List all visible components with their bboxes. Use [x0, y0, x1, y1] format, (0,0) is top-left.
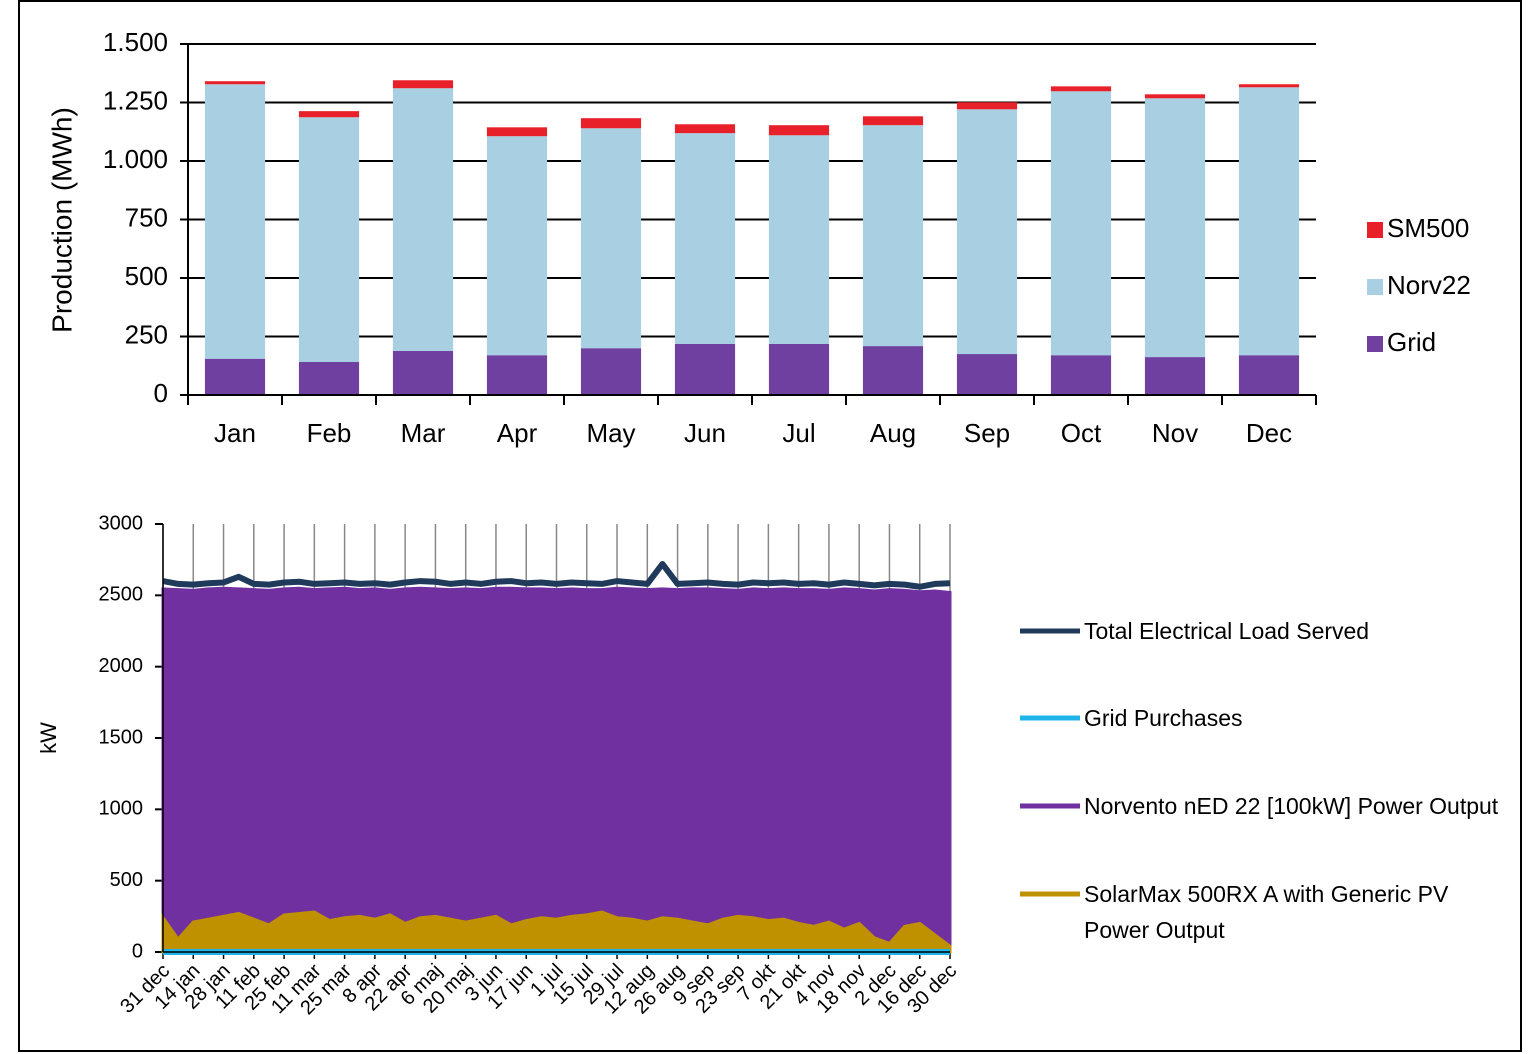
y-tick-label: 1.500	[103, 27, 168, 57]
bar-segment	[862, 125, 924, 347]
y-tick-label: 2000	[99, 655, 144, 677]
y-axis-label: kW	[36, 722, 61, 754]
bar-segment	[298, 362, 360, 395]
bar-segment	[392, 351, 454, 395]
legend-swatch	[1367, 336, 1383, 352]
y-tick-label: 750	[125, 202, 168, 232]
bar-segment	[674, 133, 736, 344]
bar-segment	[1238, 355, 1300, 395]
x-tick-label: Oct	[1061, 418, 1102, 448]
bar-segment	[298, 111, 360, 118]
bar-segment	[580, 348, 642, 395]
bar-segment	[486, 127, 548, 137]
bar-segment	[862, 116, 924, 126]
bar-segment	[1238, 87, 1300, 356]
legend-label: Norvento nED 22 [100kW] Power Output	[1084, 793, 1499, 819]
bar-segment	[956, 109, 1018, 355]
bar-segment	[1050, 86, 1112, 92]
legend-label: SM500	[1387, 213, 1469, 243]
legend-swatch	[1367, 222, 1383, 238]
x-tick-label: Sep	[964, 418, 1010, 448]
y-tick-label: 500	[110, 869, 143, 891]
y-tick-label: 1.250	[103, 85, 168, 115]
x-tick-label: Apr	[497, 418, 538, 448]
x-tick-label: Jan	[214, 418, 256, 448]
y-tick-label: 500	[125, 261, 168, 291]
bar-segment	[1144, 357, 1206, 395]
y-tick-label: 1000	[99, 798, 144, 820]
bar-segment	[392, 80, 454, 89]
bar-segment	[674, 124, 736, 134]
bar-segment	[1050, 91, 1112, 356]
y-tick-label: 3000	[99, 512, 144, 534]
bar-segment	[486, 136, 548, 356]
area	[161, 910, 952, 954]
bar-segment	[674, 343, 736, 395]
y-tick-label: 0	[154, 378, 168, 408]
x-tick-label: Feb	[307, 418, 352, 448]
legend-swatch	[1367, 279, 1383, 295]
legend-label: SolarMax 500RX A with Generic PV Power O…	[1084, 881, 1449, 943]
bar-segment	[1238, 84, 1300, 88]
frame	[18, 0, 1522, 1052]
x-tick-label: Aug	[870, 418, 916, 448]
x-tick-label: Mar	[401, 418, 446, 448]
bar-segment	[392, 88, 454, 352]
y-axis-label: Production (MWh)	[46, 107, 77, 333]
legend-label: Norv22	[1387, 270, 1471, 300]
y-tick-label: 250	[125, 319, 168, 349]
line	[162, 560, 951, 590]
bar-segment	[768, 343, 830, 395]
y-tick-label: 2500	[99, 584, 144, 606]
x-tick-label: Dec	[1246, 418, 1292, 448]
bar-segment	[956, 102, 1018, 110]
x-tick-label: May	[586, 418, 635, 448]
x-tick-label: Nov	[1152, 418, 1198, 448]
legend-label: Total Electrical Load Served	[1084, 618, 1370, 644]
bar-segment	[1050, 355, 1112, 395]
bar-segment	[204, 84, 266, 359]
y-tick-label: 1500	[99, 726, 144, 748]
bar-segment	[580, 118, 642, 129]
bar-segment	[298, 117, 360, 363]
bar-segment	[956, 354, 1018, 395]
y-tick-label: 0	[132, 940, 143, 962]
bar-segment	[1144, 98, 1206, 358]
bar-segment	[486, 355, 548, 395]
legend-label: Grid Purchases	[1084, 705, 1243, 731]
bar-segment	[204, 358, 266, 395]
legend-label: Grid	[1387, 327, 1436, 357]
y-tick-label: 1.000	[103, 144, 168, 174]
bar-segment	[768, 125, 830, 136]
x-tick-label: Jun	[684, 418, 726, 448]
bar-segment	[204, 81, 266, 85]
bar-segment	[862, 346, 924, 395]
area	[161, 586, 952, 954]
x-tick-label: Jul	[782, 418, 815, 448]
bar-segment	[768, 135, 830, 344]
bar-segment	[1144, 94, 1206, 99]
bar-segment	[580, 128, 642, 349]
